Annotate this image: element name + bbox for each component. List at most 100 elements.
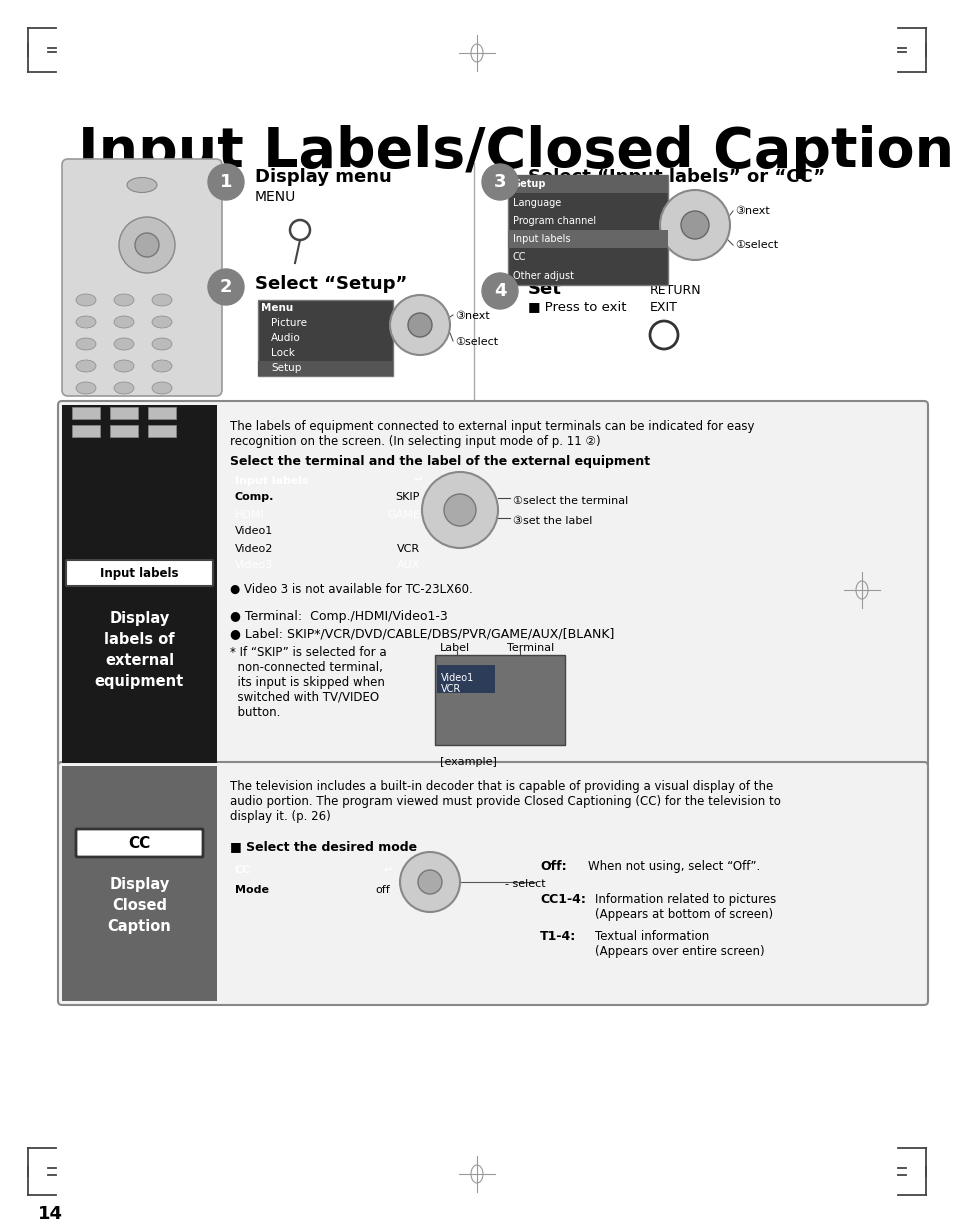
Circle shape	[119, 218, 174, 273]
Text: [example]: [example]	[439, 756, 497, 767]
Text: Setup: Setup	[271, 363, 301, 374]
Circle shape	[421, 472, 497, 547]
Text: ③next: ③next	[455, 312, 489, 321]
Text: The labels of equipment connected to external input terminals can be indicated f: The labels of equipment connected to ext…	[230, 420, 754, 448]
Text: CC: CC	[513, 253, 526, 263]
Bar	[62, 766, 216, 1001]
Text: Set: Set	[527, 280, 561, 298]
Text: SKIP: SKIP	[395, 492, 419, 502]
Ellipse shape	[152, 338, 172, 349]
Ellipse shape	[113, 338, 133, 349]
Text: Label: Label	[439, 643, 470, 653]
Text: CC: CC	[234, 865, 251, 875]
Text: - select: - select	[504, 879, 545, 888]
Bar	[230, 506, 424, 523]
Text: The television includes a built-in decoder that is capable of providing a visual: The television includes a built-in decod…	[230, 780, 781, 822]
Bar	[230, 489, 424, 506]
Text: Input labels: Input labels	[234, 475, 309, 485]
Text: When not using, select “Off”.: When not using, select “Off”.	[587, 860, 760, 873]
Bar	[507, 230, 667, 248]
Text: Select the terminal and the label of the external equipment: Select the terminal and the label of the…	[230, 455, 649, 468]
Ellipse shape	[113, 295, 133, 306]
Text: 3: 3	[494, 174, 506, 191]
Bar	[435, 655, 564, 745]
Circle shape	[417, 870, 441, 895]
Ellipse shape	[76, 338, 96, 349]
Ellipse shape	[152, 295, 172, 306]
Text: Video1: Video1	[234, 527, 273, 536]
Ellipse shape	[76, 360, 96, 371]
Circle shape	[399, 852, 459, 912]
Text: Input labels: Input labels	[100, 567, 178, 579]
Text: Language: Language	[513, 198, 560, 208]
Text: ● Terminal:  Comp./HDMI/Video1-3: ● Terminal: Comp./HDMI/Video1-3	[230, 610, 447, 623]
Text: * If “SKIP” is selected for a
  non-connected terminal,
  its input is skipped w: * If “SKIP” is selected for a non-connec…	[230, 646, 386, 719]
FancyBboxPatch shape	[66, 560, 213, 587]
Text: VCR: VCR	[440, 684, 460, 694]
Text: Display
Closed
Caption: Display Closed Caption	[108, 876, 172, 934]
Text: Setup: Setup	[513, 180, 545, 189]
Text: RETURN
EXIT: RETURN EXIT	[649, 284, 700, 314]
Text: HDMI: HDMI	[234, 510, 265, 519]
Text: Select “Setup”: Select “Setup”	[254, 275, 407, 293]
Text: 1: 1	[219, 174, 232, 191]
Text: T1-4:: T1-4:	[539, 930, 576, 943]
Ellipse shape	[152, 316, 172, 327]
Text: Video1: Video1	[440, 673, 474, 683]
Bar	[71, 425, 100, 437]
Circle shape	[208, 164, 244, 200]
Text: GAME: GAME	[387, 510, 419, 519]
Text: Video3: Video3	[234, 561, 273, 571]
Text: 4: 4	[494, 282, 506, 299]
Text: 2: 2	[219, 277, 232, 296]
Ellipse shape	[152, 382, 172, 393]
Circle shape	[390, 295, 450, 356]
Bar	[507, 175, 667, 285]
Bar	[436, 665, 495, 693]
Text: MENU: MENU	[254, 189, 296, 204]
FancyBboxPatch shape	[62, 159, 222, 396]
Circle shape	[208, 269, 244, 306]
Text: Picture: Picture	[271, 318, 307, 327]
Text: VCR: VCR	[396, 544, 419, 554]
Ellipse shape	[76, 316, 96, 327]
Bar	[230, 540, 424, 557]
Text: Input Labels/Closed Caption: Input Labels/Closed Caption	[78, 125, 953, 178]
Ellipse shape	[113, 316, 133, 327]
Circle shape	[135, 233, 159, 257]
Ellipse shape	[152, 360, 172, 371]
Text: 14: 14	[38, 1205, 63, 1222]
Text: CC: CC	[129, 836, 151, 851]
Ellipse shape	[76, 382, 96, 393]
FancyBboxPatch shape	[76, 829, 203, 857]
Text: Textual information
(Appears over entire screen): Textual information (Appears over entire…	[595, 930, 763, 958]
Bar	[110, 407, 138, 419]
FancyBboxPatch shape	[58, 763, 927, 1004]
Bar	[230, 880, 395, 899]
Text: Display
labels of
external
equipment: Display labels of external equipment	[94, 611, 184, 689]
Text: ↵: ↵	[413, 475, 422, 485]
Text: Comp.: Comp.	[234, 492, 274, 502]
Ellipse shape	[127, 177, 157, 193]
Text: Terminal: Terminal	[506, 643, 554, 653]
Ellipse shape	[113, 360, 133, 371]
Bar	[148, 425, 175, 437]
Text: ①select: ①select	[734, 240, 778, 251]
Bar	[257, 299, 393, 376]
Text: off: off	[375, 885, 390, 895]
Text: Lock: Lock	[271, 348, 294, 358]
Text: Mode: Mode	[234, 885, 269, 895]
Text: Information related to pictures
(Appears at bottom of screen): Information related to pictures (Appears…	[595, 893, 776, 921]
Text: Select “Input labels” or “CC”: Select “Input labels” or “CC”	[527, 167, 824, 186]
Text: Input labels: Input labels	[513, 235, 570, 244]
Bar	[230, 557, 424, 574]
Text: ■ Press to exit: ■ Press to exit	[527, 299, 626, 313]
Text: Video2: Video2	[234, 544, 274, 554]
Text: Audio: Audio	[271, 334, 300, 343]
Text: ③set the label: ③set the label	[513, 516, 592, 525]
Text: ● Label: SKIP*/VCR/DVD/CABLE/DBS/PVR/GAME/AUX/[BLANK]: ● Label: SKIP*/VCR/DVD/CABLE/DBS/PVR/GAM…	[230, 627, 614, 640]
Text: ③next: ③next	[734, 207, 769, 216]
Text: Menu: Menu	[261, 303, 293, 313]
Circle shape	[680, 211, 708, 240]
Bar	[257, 360, 393, 376]
